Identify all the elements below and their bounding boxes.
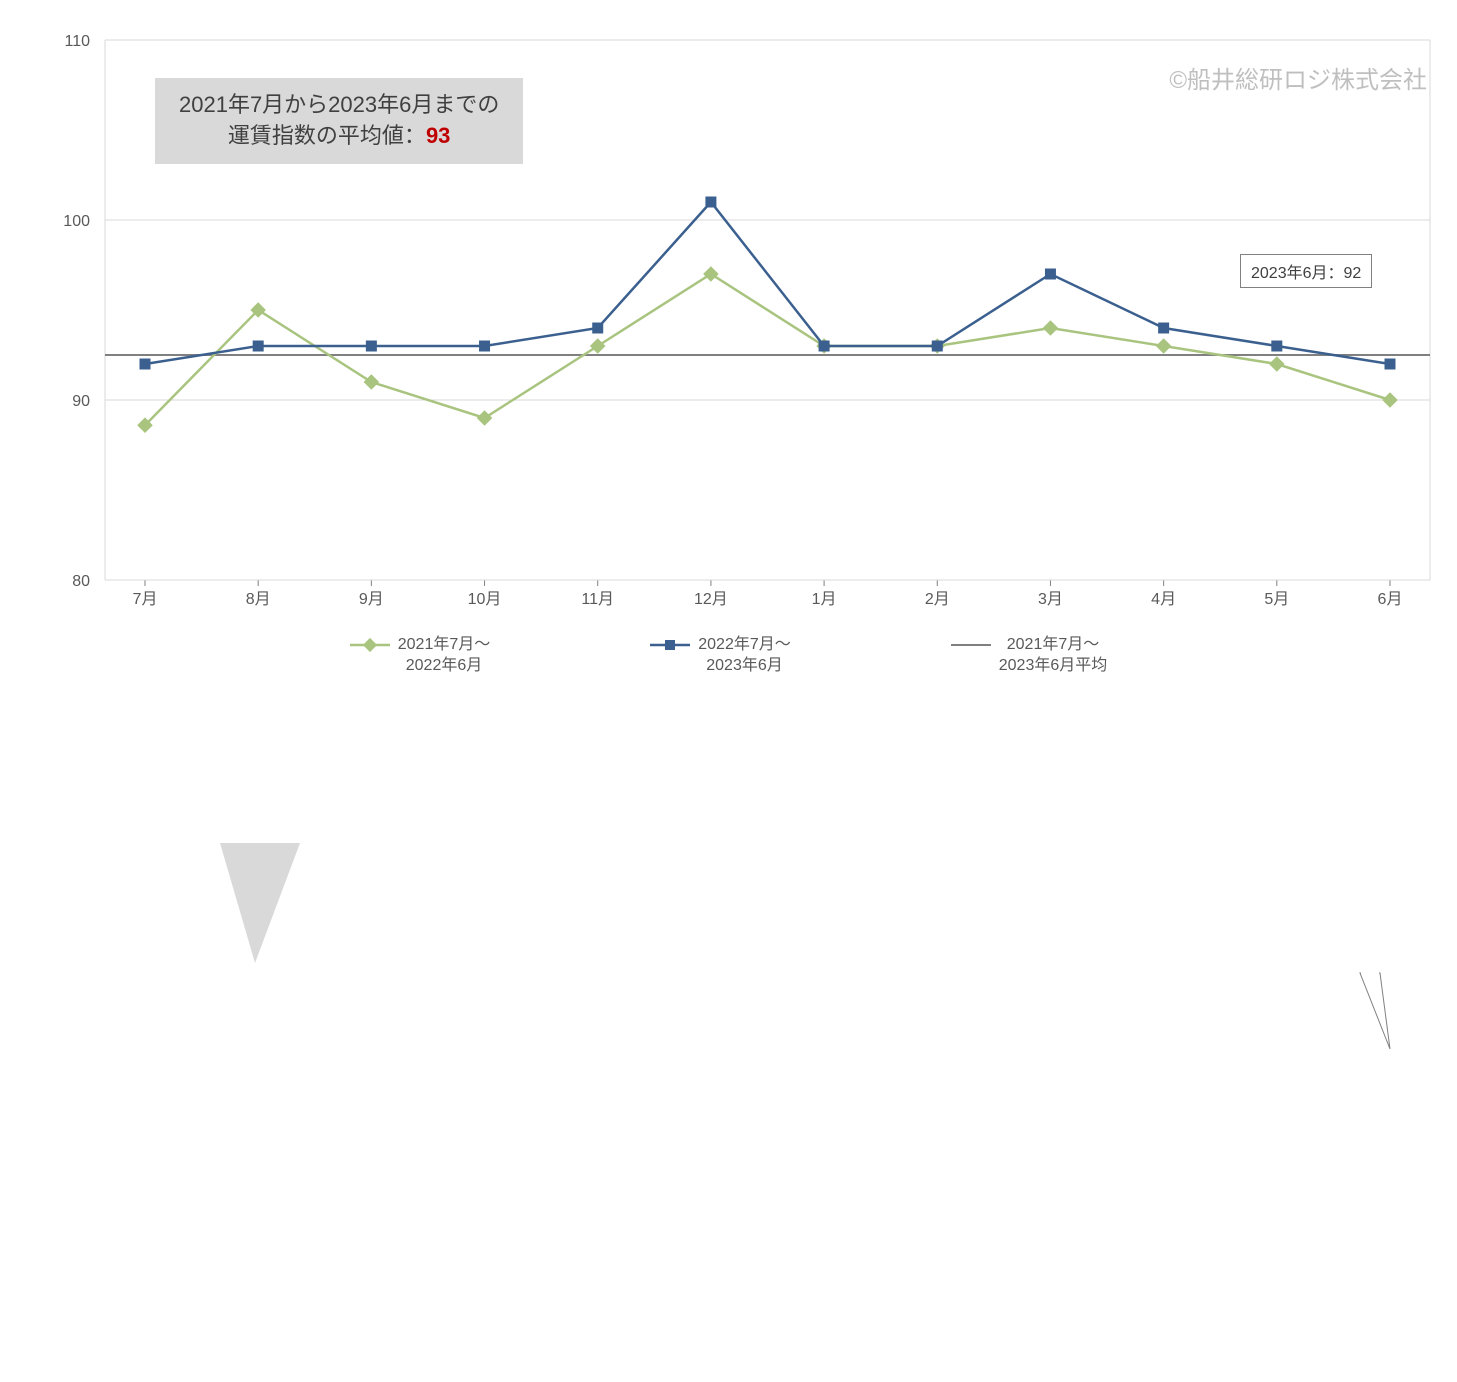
callout-value: 93 (426, 123, 450, 148)
svg-text:80: 80 (72, 573, 90, 590)
svg-text:9月: 9月 (359, 591, 384, 608)
legend-text-1: 2021年7月～ 2022年6月 (398, 635, 491, 677)
legend-text-3: 2021年7月～ 2023年6月平均 (999, 635, 1108, 677)
svg-text:2月: 2月 (925, 591, 950, 608)
svg-text:7月: 7月 (133, 591, 158, 608)
svg-text:1月: 1月 (812, 591, 837, 608)
svg-text:6月: 6月 (1378, 591, 1403, 608)
svg-text:3月: 3月 (1038, 591, 1063, 608)
legend-item-series1: 2021年7月～ 2022年6月 (350, 635, 491, 677)
callout-line2-prefix: 運賃指数の平均値： (228, 123, 426, 148)
svg-text:90: 90 (72, 393, 90, 410)
svg-text:4月: 4月 (1151, 591, 1176, 608)
end-label: 2023年6月：92 (1240, 254, 1372, 288)
legend-item-series2: 2022年7月～ 2023年6月 (650, 635, 791, 677)
callout-line1: 2021年7月から2023年6月までの (179, 90, 499, 121)
legend-item-ref: 2021年7月～ 2023年6月平均 (951, 635, 1108, 677)
callout-tail (0, 691, 1457, 1382)
freight-index-chart: 80901001107月8月9月10月11月12月1月2月3月4月5月6月 ©船… (0, 0, 1457, 691)
legend: 2021年7月～ 2022年6月 2022年7月～ 2023年6月 2021年7… (0, 635, 1457, 677)
svg-text:100: 100 (63, 213, 90, 230)
svg-text:12月: 12月 (694, 591, 728, 608)
legend-text-2: 2022年7月～ 2023年6月 (698, 635, 791, 677)
legend-marker-3 (951, 637, 991, 653)
legend-marker-2 (650, 637, 690, 653)
svg-text:10月: 10月 (468, 591, 502, 608)
svg-text:110: 110 (64, 33, 90, 50)
legend-marker-1 (350, 637, 390, 653)
svg-text:5月: 5月 (1264, 591, 1289, 608)
svg-text:11月: 11月 (581, 591, 614, 608)
average-callout: 2021年7月から2023年6月までの 運賃指数の平均値：93 (155, 78, 523, 164)
svg-text:8月: 8月 (246, 591, 271, 608)
end-label-pointer (0, 691, 1457, 1382)
callout-line2: 運賃指数の平均値：93 (179, 121, 499, 152)
